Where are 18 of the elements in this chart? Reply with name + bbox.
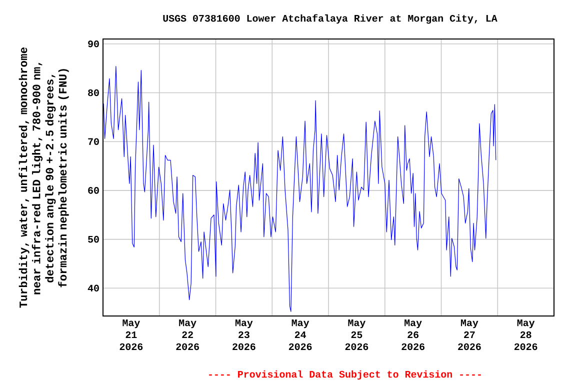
x-tick-label: May 27 2026 xyxy=(458,320,481,350)
y-tick-label: 50 xyxy=(88,236,99,243)
x-tick-label: May 25 2026 xyxy=(345,320,368,350)
y-tick-label: 80 xyxy=(88,89,99,96)
y-tick-label: 60 xyxy=(88,187,99,194)
chart-title: USGS 07381600 Lower Atchafalaya River at Morgan City, LA xyxy=(163,14,498,24)
x-tick-label: May 21 2026 xyxy=(120,320,143,350)
y-tick-label: 90 xyxy=(88,40,99,48)
text: ---- Provisional Data Subject to Revision ---- xyxy=(209,370,481,380)
line-series xyxy=(103,66,496,312)
x-tick-label: May 22 2026 xyxy=(176,320,199,350)
x-tick-label: May 24 2026 xyxy=(288,320,312,350)
x-tick-label: May 26 2026 xyxy=(402,320,424,350)
y-tick-label: 70 xyxy=(88,138,99,145)
y-tick-label: 40 xyxy=(88,284,99,292)
y-axis-title: Turbidity, water, unfiltered, monochrome near infra-red LED light, 780-900 nm, detection angle 90 +-2.5 degrees, formazin nephelometric units (FNU) xyxy=(18,47,69,308)
x-tick-label: May 23 2026 xyxy=(232,320,256,350)
x-tick-label: May 28 2026 xyxy=(514,320,538,350)
